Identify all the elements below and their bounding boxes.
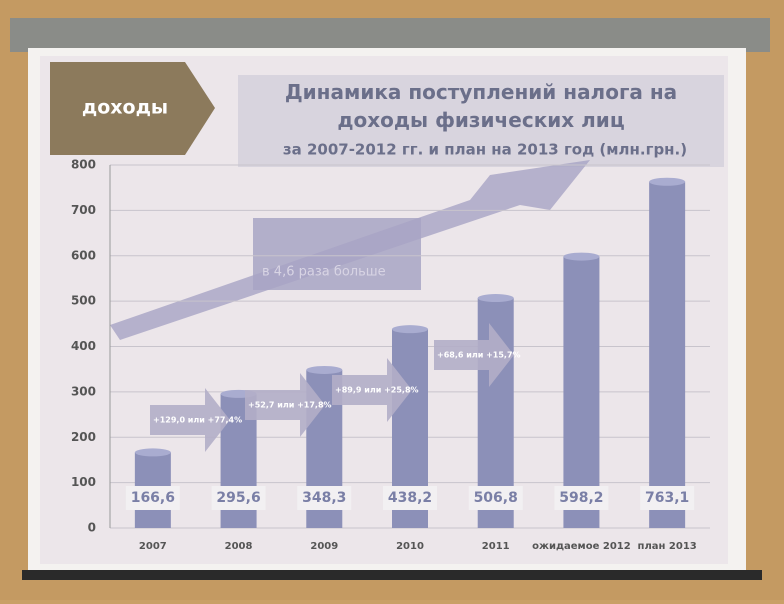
- value-label-box: [468, 486, 523, 510]
- bar-cap: [477, 294, 514, 303]
- y-tick-label: 600: [71, 248, 96, 262]
- big-arrow-box: [253, 218, 421, 290]
- bar-cap: [392, 325, 428, 334]
- x-tick-label: 2011: [482, 541, 510, 552]
- bar: [563, 256, 600, 528]
- x-tick-label: план 2013: [638, 541, 697, 552]
- value-label: 348,3: [302, 490, 346, 506]
- chart-title: Динамика поступлений налога на доходы фи…: [284, 80, 678, 132]
- annotation: +129,0 или +77,4%: [153, 416, 242, 425]
- title-box: [238, 75, 724, 167]
- y-tick-label: 400: [71, 339, 96, 353]
- value-label-box: [383, 486, 437, 510]
- y-tick-label: 500: [71, 294, 96, 308]
- annotation: +89,9 или +25,8%: [335, 386, 419, 395]
- title-wrap: Динамика поступлений налога на доходы фи…: [284, 80, 678, 132]
- annotation: +52,7 или +17,8%: [248, 401, 332, 410]
- y-tick-label: 0: [88, 521, 96, 535]
- section-label: доходы: [82, 97, 168, 119]
- x-tick-label: 2008: [225, 541, 253, 552]
- value-label-box: [297, 486, 352, 510]
- value-label-box: [640, 486, 695, 510]
- bar-cap: [134, 448, 171, 457]
- value-label: 295,6: [216, 490, 260, 506]
- y-tick-label: 800: [71, 158, 96, 172]
- y-tick-label: 300: [71, 384, 96, 398]
- screen-case: [10, 18, 770, 52]
- value-label: 506,8: [474, 490, 518, 506]
- y-tick-label: 200: [71, 430, 96, 444]
- y-tick-label: 100: [71, 475, 96, 489]
- step-arrow: [332, 358, 412, 422]
- value-label-box: [554, 486, 609, 510]
- value-label: 598,2: [559, 490, 603, 506]
- bar-cap: [306, 365, 343, 374]
- x-tick-label: ожидаемое 2012: [532, 541, 631, 552]
- value-label: 763,1: [645, 490, 689, 506]
- x-tick-label: 2007: [139, 541, 167, 552]
- annotation: +68,6 или +15,7%: [437, 351, 521, 360]
- step-arrow: [245, 373, 325, 437]
- chart-subtitle: за 2007-2012 гг. и план на 2013 год (млн…: [283, 141, 687, 159]
- step-arrow: [434, 323, 514, 387]
- bar-cap: [649, 177, 686, 186]
- x-tick-label: 2010: [396, 541, 424, 552]
- section-box: [50, 62, 215, 155]
- annotation: в 4,6 раза больше: [262, 265, 386, 280]
- value-label: 166,6: [131, 490, 175, 506]
- y-tick-label: 700: [71, 203, 96, 217]
- value-label-box: [211, 486, 266, 510]
- value-label-box: [125, 486, 180, 510]
- step-arrow: [150, 388, 230, 452]
- screen-bar: [22, 570, 762, 580]
- bar-cap: [563, 252, 600, 261]
- value-label: 438,2: [388, 490, 432, 506]
- x-tick-label: 2009: [310, 541, 338, 552]
- bar: [649, 181, 686, 528]
